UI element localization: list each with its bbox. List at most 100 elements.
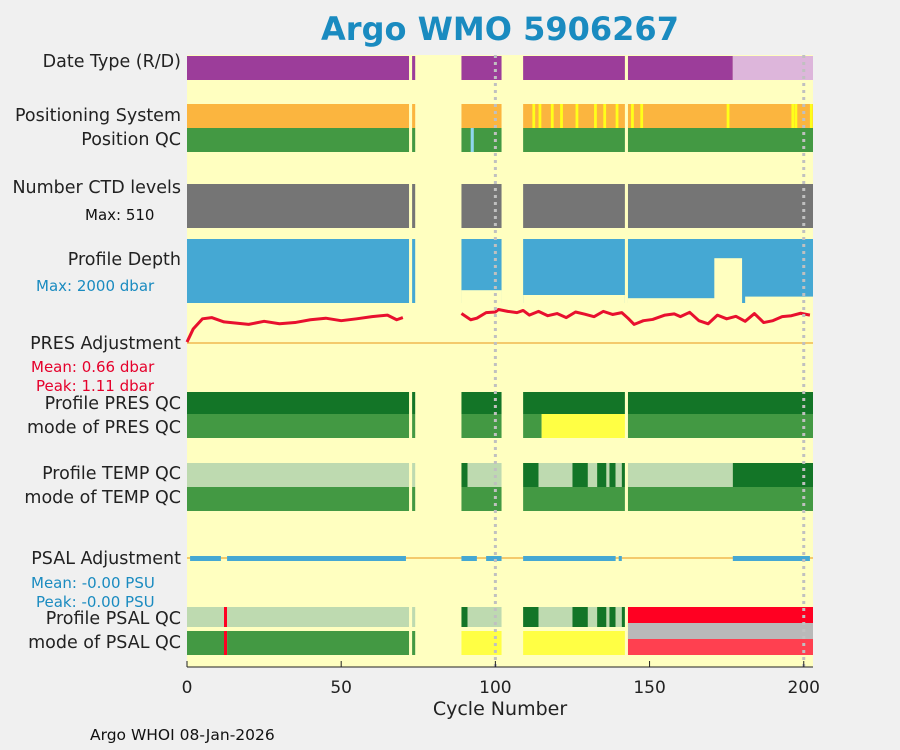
plot-background	[187, 55, 813, 667]
mode-pres-qc-bar	[187, 414, 410, 438]
positioning-bar	[523, 104, 625, 128]
date-type-bar	[732, 56, 813, 80]
mode-pres-qc-bar	[523, 414, 542, 438]
mode-pres-qc-bar	[541, 414, 625, 438]
position-qc-other-mark	[470, 128, 474, 152]
ctd-levels-bar	[412, 184, 416, 228]
positioning-alt-mark	[809, 104, 813, 128]
positioning-alt-mark	[615, 104, 619, 128]
psal-adjustment-segment	[523, 556, 616, 561]
x-tick-label: 100	[479, 678, 512, 698]
row-label-position-qc: Position QC	[81, 130, 181, 150]
profile-pres-qc-bar	[412, 392, 416, 414]
date-type-bar	[187, 56, 410, 80]
profile-depth-shallow-mark	[627, 298, 724, 303]
mode-temp-qc-bar	[187, 487, 410, 511]
positioning-alt-mark	[603, 104, 607, 128]
psal-adjustment-segment	[618, 556, 622, 561]
profile-depth-shallow-mark	[714, 258, 743, 303]
profile-psal-qc-bar	[615, 607, 622, 627]
profile-psal-qc-bar	[587, 607, 598, 627]
positioning-bar	[627, 104, 813, 128]
date-type-bar	[412, 56, 416, 80]
footer-credit: Argo WHOI 08-Jan-2026	[90, 726, 275, 744]
mode-temp-qc-bar	[523, 487, 625, 511]
profile-depth-shallow-mark	[523, 295, 625, 303]
pres-adjustment-line	[185, 313, 404, 343]
positioning-alt-mark	[560, 104, 563, 128]
psal-adjustment-segment	[486, 556, 502, 561]
profile-psal-qc-bar	[621, 607, 625, 627]
profile-temp-qc-bar	[461, 463, 468, 487]
psal-adjustment-segment	[732, 556, 810, 561]
positioning-bar	[412, 104, 416, 128]
mode-temp-qc-bar	[627, 487, 813, 511]
ctd-levels-bar	[461, 184, 502, 228]
pres-adjustment-line	[460, 308, 811, 326]
profile-pres-qc-bar	[523, 392, 625, 414]
positioning-alt-mark	[640, 104, 644, 128]
profile-pres-qc-bar	[187, 392, 410, 414]
profile-depth-shallow-mark	[461, 290, 502, 303]
profile-temp-qc-bar	[412, 463, 416, 487]
row-label-psal-adjustment: PSAL Adjustment	[31, 549, 181, 569]
position-qc-bar	[627, 128, 813, 152]
profile-psal-qc-bar	[187, 607, 225, 627]
row-label-mode-psal-qc: mode of PSAL QC	[28, 633, 181, 653]
mode-psal-qc-bar	[187, 631, 225, 655]
positioning-alt-mark	[532, 104, 536, 128]
depth-max-note: Max: 2000 dbar	[36, 277, 155, 295]
mode-psal-qc-bar	[523, 631, 625, 655]
profile-depth-shallow-mark	[745, 296, 813, 303]
x-axis-label: Cycle Number	[432, 698, 568, 720]
mode-psal-qc-bar	[412, 631, 416, 655]
profile-temp-qc-bar	[615, 463, 622, 487]
profile-psal-qc-bar	[467, 607, 502, 627]
ctd-max-note: Max: 510	[85, 206, 155, 224]
psal-adjustment-segment	[461, 556, 477, 561]
position-qc-bar	[187, 128, 410, 152]
profile-psal-qc-bar	[572, 607, 588, 627]
x-tick-label: 0	[181, 678, 193, 698]
ctd-levels-bar	[627, 184, 813, 228]
mode-psal-qc-bar	[227, 631, 410, 655]
row-label-number-ctd-levels: Number CTD levels	[12, 178, 181, 198]
row-label-profile-temp-qc: Profile TEMP QC	[42, 464, 181, 484]
x-tick-label: 50	[330, 678, 352, 698]
pres-mean-note: Mean: 0.66 dbar	[31, 358, 155, 376]
mode-pres-qc-bar	[627, 414, 813, 438]
profile-temp-qc-bar	[587, 463, 598, 487]
date-type-bar	[627, 56, 733, 80]
positioning-alt-mark	[791, 104, 795, 128]
profile-temp-qc-bar	[621, 463, 625, 487]
mode-temp-qc-bar	[412, 487, 416, 511]
positioning-bar	[187, 104, 410, 128]
profile-psal-qc-bar	[606, 607, 610, 627]
profile-temp-qc-bar	[572, 463, 588, 487]
positioning-bar	[461, 104, 502, 128]
profile-pres-qc-bar	[461, 392, 502, 414]
position-qc-bar	[412, 128, 416, 152]
profile-psal-qc-bar	[224, 607, 228, 627]
psal-mean-note: Mean: -0.00 PSU	[31, 574, 155, 592]
profile-temp-qc-bar	[597, 463, 607, 487]
psal-adjustment-segment	[227, 556, 406, 561]
profile-depth-bar	[412, 239, 416, 303]
profile-psal-qc-bar	[597, 607, 607, 627]
profile-temp-qc-bar	[627, 463, 733, 487]
positioning-alt-mark	[575, 104, 579, 128]
profile-temp-qc-bar	[187, 463, 410, 487]
profile-temp-qc-bar	[606, 463, 610, 487]
position-qc-bar	[523, 128, 625, 152]
date-type-bar	[523, 56, 625, 80]
profile-depth-bar	[187, 239, 410, 303]
row-label-profile-pres-qc: Profile PRES QC	[44, 394, 181, 414]
psal-qc-grey-band	[627, 623, 813, 639]
profile-depth-bar	[523, 239, 625, 303]
profile-psal-qc-bar	[627, 607, 813, 627]
profile-temp-qc-bar	[523, 463, 539, 487]
profile-temp-qc-bar	[609, 463, 616, 487]
positioning-alt-mark	[550, 104, 554, 128]
positioning-alt-mark	[631, 104, 634, 128]
